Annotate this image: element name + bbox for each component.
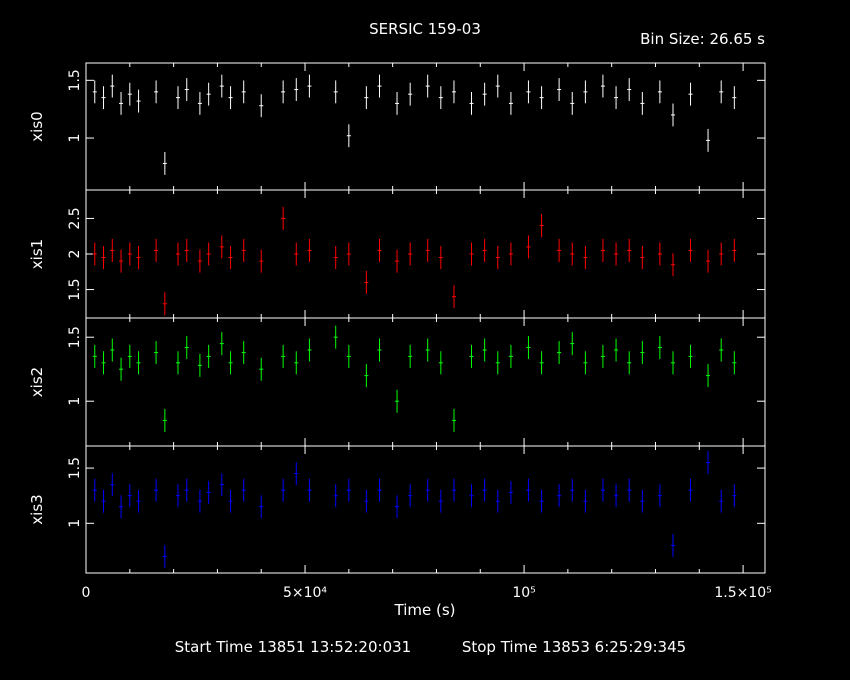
y-tick-label: 1.5 [67, 326, 83, 348]
x-tick-label: 10⁵ [512, 585, 535, 601]
x-tick-label: 5×10⁴ [283, 585, 327, 601]
panel-xis3: 1 1.5 xis3 [28, 445, 766, 574]
panel-frame [85, 445, 766, 574]
panel-frame [85, 317, 766, 447]
start-time-label: Start Time 13851 13:52:20:031 [175, 638, 411, 656]
panels-group: 1 1.5 xis0 1.5 2 2.5 xis1 1 1.5 xis2 1 1.5 xis3 0 5×10… [28, 62, 772, 601]
y-axis-label-xis1: xis1 [28, 239, 46, 269]
y-axis-label-xis3: xis3 [28, 494, 46, 524]
y-tick-label: 1.5 [67, 278, 83, 300]
x-tick-label: 0 [82, 585, 91, 601]
y-tick-label: 2 [67, 250, 83, 259]
x-axis-label: Time (s) [394, 601, 456, 619]
bin-size-label: Bin Size: 26.65 s [640, 30, 765, 48]
y-tick-label: 1 [67, 134, 83, 143]
y-tick-label: 1.5 [67, 457, 83, 479]
panel-xis0: 1 1.5 xis0 [28, 62, 766, 191]
y-axis-label-xis0: xis0 [28, 111, 46, 141]
y-tick-label: 1 [67, 397, 83, 406]
panel-xis2: 1 1.5 xis2 [28, 317, 766, 447]
chart-title: SERSIC 159-03 [369, 20, 481, 38]
y-tick-label: 2.5 [67, 207, 83, 229]
panel-xis1: 1.5 2 2.5 xis1 [28, 189, 766, 319]
panel-frame [85, 62, 766, 191]
y-axis-label-xis2: xis2 [28, 367, 46, 397]
stop-time-label: Stop Time 13853 6:25:29:345 [462, 638, 686, 656]
x-tick-label: 1.5×10⁵ [714, 585, 771, 601]
panel-frame [85, 189, 766, 319]
y-tick-label: 1.5 [67, 69, 83, 91]
y-tick-label: 1 [67, 519, 83, 528]
